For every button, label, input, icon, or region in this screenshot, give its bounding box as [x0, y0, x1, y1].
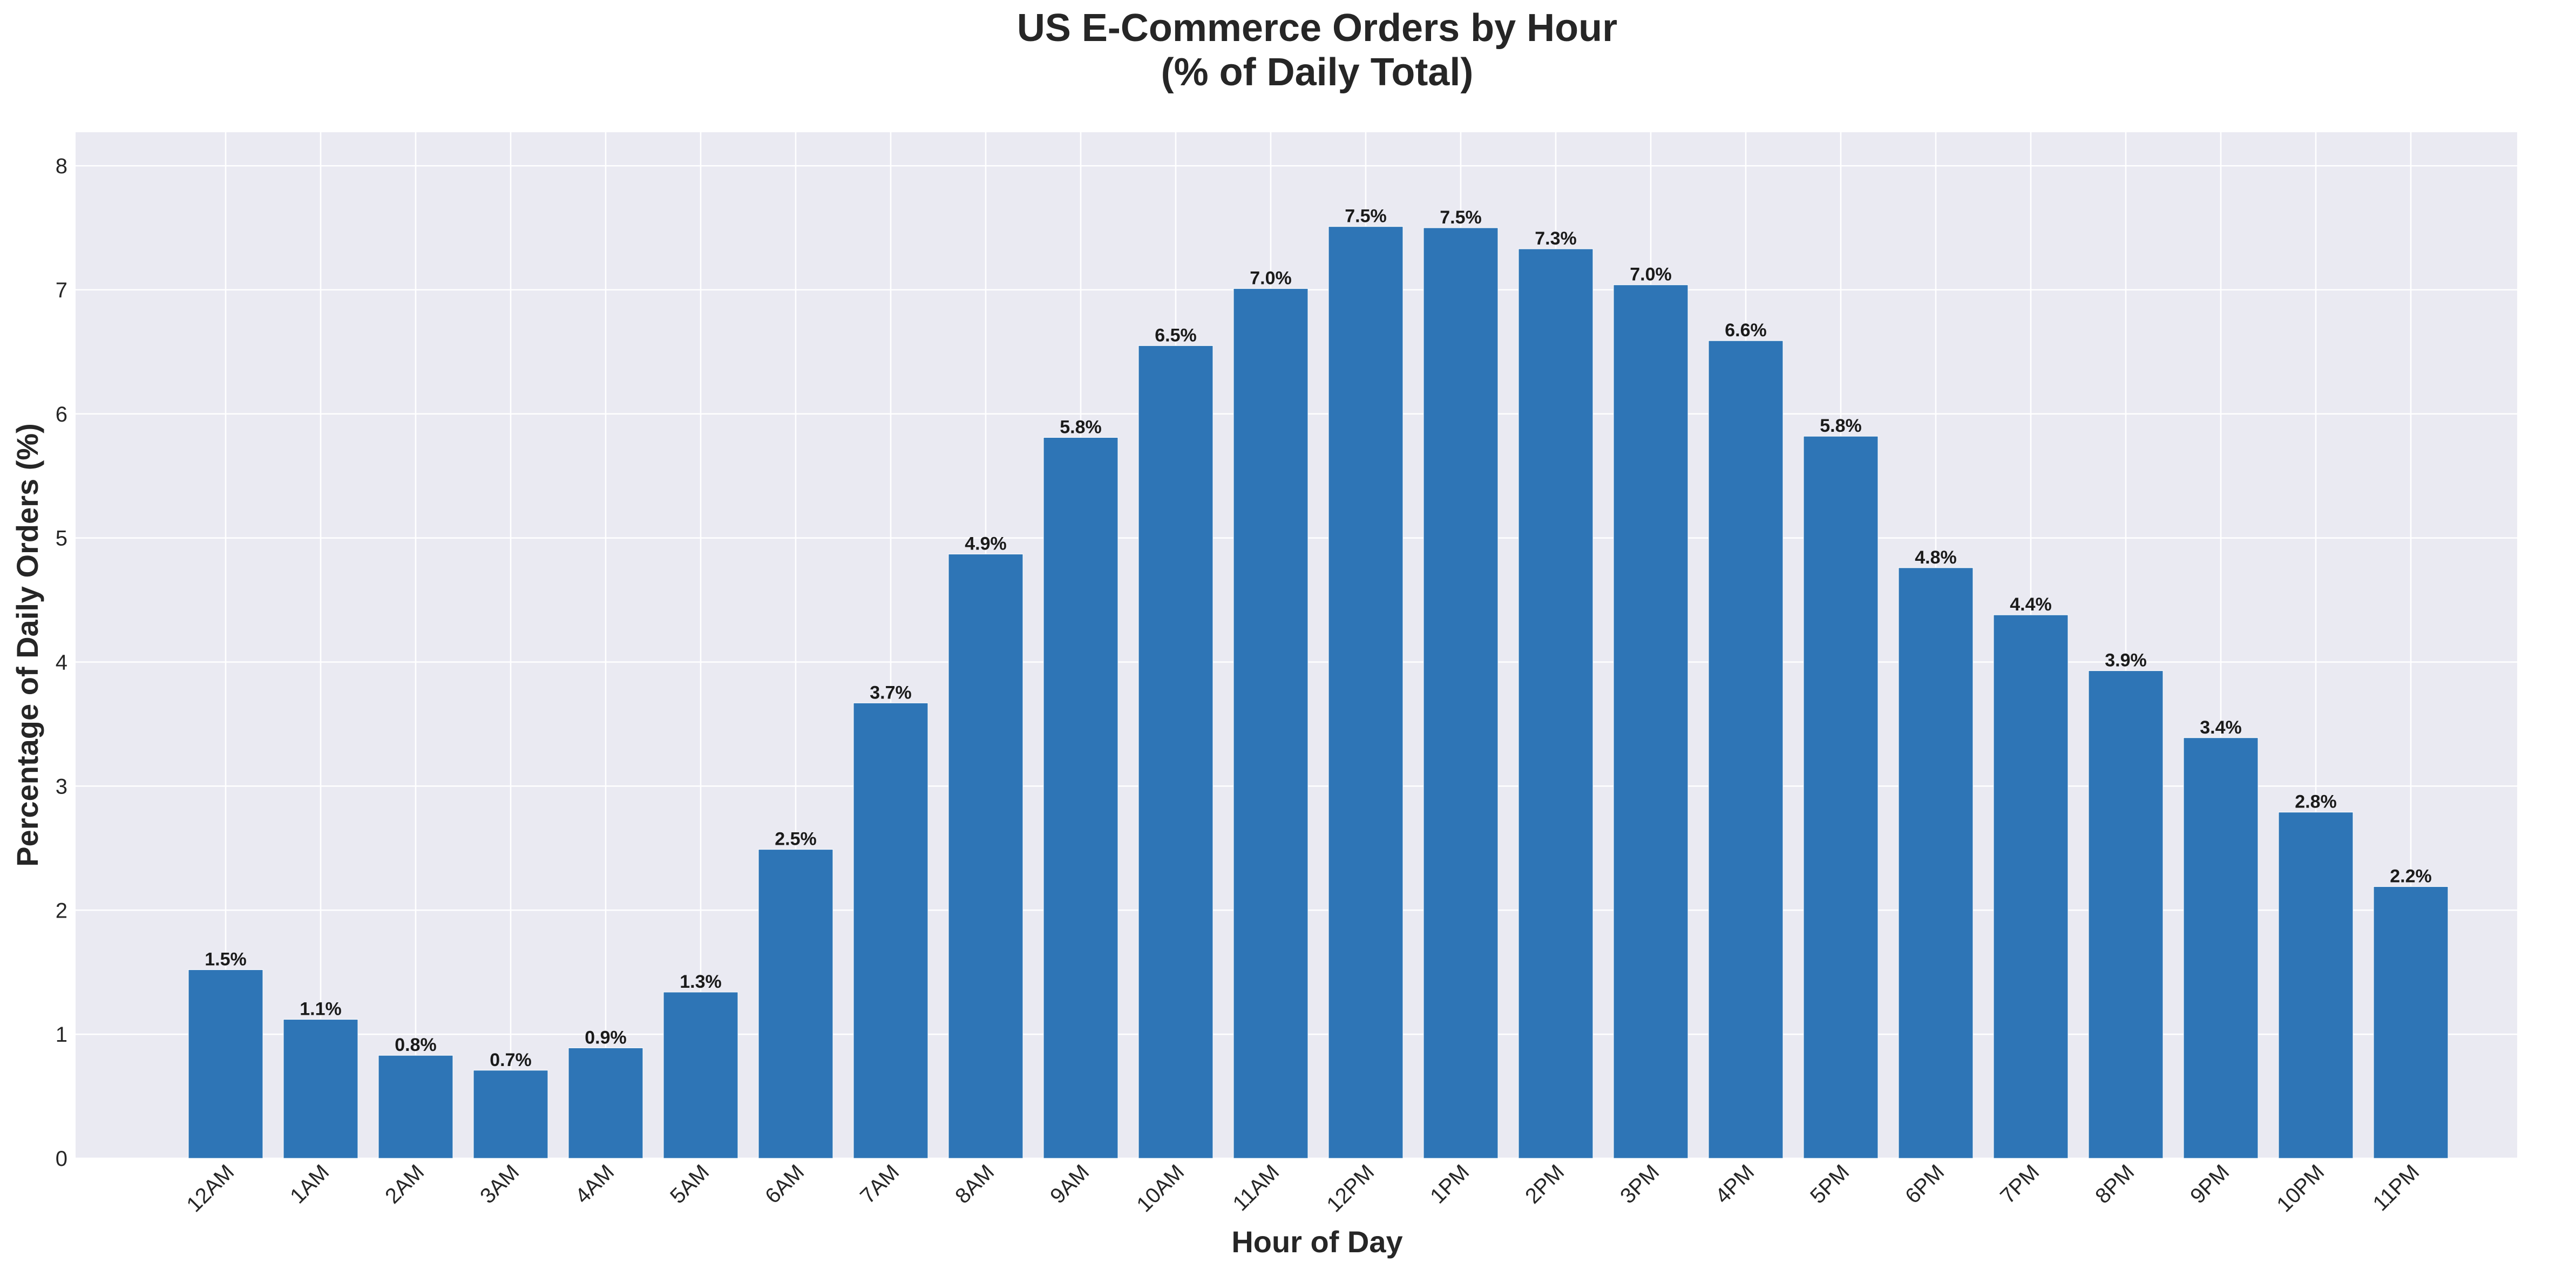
- bar-12am: [188, 969, 263, 1159]
- bar-8pm: [2088, 670, 2164, 1159]
- data-label: 7.5%: [1345, 206, 1387, 227]
- y-tick-label: 2: [56, 899, 67, 922]
- data-label: 5.8%: [1060, 417, 1102, 437]
- data-labels: 1.5% 1.1% 0.8% 0.7% 0.9% 1.3% 2.5% 3.7% 4.9% 5.8%…: [205, 206, 2432, 1070]
- y-tick-label: 7: [56, 279, 67, 302]
- bar-2pm: [1518, 248, 1594, 1159]
- bar-12pm: [1328, 226, 1404, 1159]
- y-tick-label: 3: [56, 775, 67, 798]
- bar-6am: [758, 849, 833, 1159]
- bar-7am: [853, 702, 928, 1159]
- y-tick-label: 5: [56, 527, 67, 551]
- y-tick-label: 8: [56, 154, 67, 178]
- bar-3am: [473, 1070, 548, 1159]
- bar-3pm: [1613, 284, 1689, 1159]
- chart-subtitle: (% of Daily Total): [1161, 51, 1474, 94]
- bar-1am: [283, 1019, 358, 1159]
- data-label: 7.0%: [1250, 268, 1292, 289]
- bar-1pm: [1423, 227, 1499, 1159]
- data-label: 0.7%: [490, 1050, 532, 1070]
- bar-11pm: [2373, 886, 2449, 1159]
- data-label: 7.3%: [1535, 228, 1577, 249]
- bar-9am: [1043, 437, 1118, 1159]
- y-axis-label: Percentage of Daily Orders (%): [10, 423, 44, 867]
- data-label: 1.5%: [205, 949, 247, 970]
- data-label: 1.3%: [680, 972, 722, 992]
- data-label: 2.8%: [2295, 792, 2337, 812]
- data-label: 6.5%: [1155, 325, 1197, 345]
- bar-11am: [1233, 288, 1309, 1159]
- data-label: 0.8%: [395, 1035, 437, 1055]
- bar-10am: [1138, 345, 1214, 1159]
- y-tick-label: 0: [56, 1147, 67, 1171]
- data-label: 0.9%: [585, 1027, 627, 1048]
- data-label: 7.0%: [1630, 264, 1672, 285]
- data-label: 7.5%: [1440, 207, 1482, 228]
- y-tick-label: 4: [56, 651, 67, 675]
- bar-4am: [568, 1047, 643, 1159]
- data-label: 2.2%: [2390, 866, 2432, 887]
- data-label: 3.4%: [2200, 717, 2242, 738]
- y-axis-ticks: 0 1 2 3 4 5 6 7 8: [56, 154, 67, 1171]
- bar-5pm: [1803, 436, 1879, 1159]
- bar-5am: [663, 992, 738, 1159]
- bar-10pm: [2278, 812, 2354, 1159]
- data-label: 5.8%: [1820, 416, 1862, 436]
- data-label: 1.1%: [300, 999, 342, 1020]
- bar-4pm: [1708, 340, 1784, 1159]
- data-label: 4.4%: [2010, 594, 2052, 615]
- data-label: 3.7%: [870, 682, 912, 703]
- y-tick-label: 6: [56, 403, 67, 426]
- bar-9pm: [2183, 737, 2259, 1159]
- bar-6pm: [1898, 567, 1974, 1159]
- data-label: 3.9%: [2105, 650, 2147, 671]
- bar-2am: [378, 1055, 453, 1159]
- bars: [188, 226, 2449, 1159]
- y-tick-label: 1: [56, 1023, 67, 1047]
- data-label: 4.8%: [1915, 547, 1957, 568]
- bar-7pm: [1993, 614, 2069, 1159]
- chart-title: US E-Commerce Orders by Hour: [1017, 6, 1617, 50]
- data-label: 2.5%: [775, 829, 817, 850]
- data-label: 6.6%: [1725, 320, 1767, 341]
- data-label: 4.9%: [965, 534, 1007, 554]
- bar-8am: [948, 554, 1023, 1159]
- x-axis-label: Hour of Day: [1231, 1225, 1402, 1259]
